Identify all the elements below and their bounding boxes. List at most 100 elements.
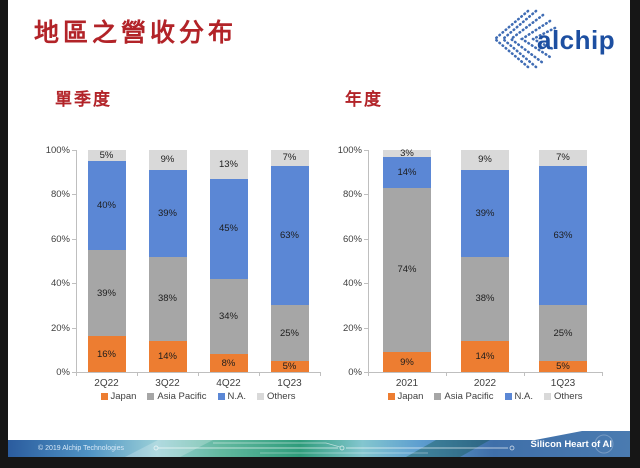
bar-segment: 63%	[270, 165, 309, 306]
y-tick-mark	[72, 194, 76, 196]
right-chart-title: 年度	[345, 90, 383, 109]
bar-segment: 38%	[461, 256, 509, 341]
legend-item: Asia Pacific	[434, 391, 494, 402]
bar-segment-label: 39%	[96, 287, 116, 299]
bar-segment-label: 5%	[282, 360, 297, 372]
bar-segment: 14%	[461, 340, 509, 372]
bar-segment-label: 5%	[99, 150, 114, 162]
y-tick-mark	[364, 150, 368, 151]
bar-segment: 14%	[383, 156, 431, 188]
legend-item: Others	[256, 391, 296, 402]
legend-label: N.A.	[227, 391, 246, 402]
y-axis-tick-label: 80%	[342, 189, 362, 201]
x-tick-mark	[320, 372, 321, 376]
legend-label: Others	[553, 391, 583, 402]
bar-segment-label: 9%	[160, 154, 175, 166]
alchip-logo-chevron-icon	[492, 9, 557, 69]
x-tick-mark	[446, 372, 447, 376]
bar-segment: 9%	[383, 352, 431, 372]
legend-swatch	[256, 393, 264, 400]
y-tick-mark	[364, 372, 368, 373]
y-axis-line	[368, 150, 369, 372]
bar-segment: 5%	[87, 150, 126, 162]
x-axis-line	[368, 372, 603, 373]
y-axis-tick-label: 0%	[348, 367, 362, 378]
y-axis-tick-label: 20%	[342, 322, 362, 334]
bar-segment: 39%	[461, 169, 509, 257]
x-tick-mark	[76, 372, 77, 376]
y-axis-tick-label: 100%	[337, 145, 362, 156]
bar-segment-label: 34%	[218, 310, 238, 322]
legend-label: Japan	[397, 391, 424, 402]
bar-segment: 3%	[383, 148, 431, 159]
bar-segment-label: 74%	[397, 264, 417, 276]
x-axis-category-label: 2021	[395, 378, 419, 389]
alchip-logo: alchip	[492, 9, 615, 69]
bar-segment-label: 45%	[218, 223, 238, 235]
x-axis-category-label: 1Q23	[277, 378, 302, 389]
y-axis-tick-label: 80%	[50, 189, 70, 201]
x-tick-mark	[368, 372, 369, 376]
x-axis-category-label: 4Q22	[216, 378, 241, 389]
legend-item: N.A.	[217, 391, 246, 402]
legend-swatch	[504, 393, 512, 400]
bar-segment-label: 39%	[475, 207, 495, 219]
bar-segment: 39%	[87, 249, 126, 337]
bar-segment-label: 38%	[475, 293, 495, 305]
x-axis-category-label: 2022	[473, 378, 497, 389]
legend-swatch	[543, 393, 551, 400]
bar-segment: 14%	[148, 340, 187, 372]
y-tick-mark	[364, 238, 368, 240]
legend-label: Asia Pacific	[157, 391, 207, 402]
footer-copyright: © 2019 Alchip Technologies	[38, 444, 124, 452]
footer-chevron-dark	[406, 440, 490, 457]
bar-segment: 34%	[209, 278, 248, 355]
y-axis-tick-label: 100%	[45, 145, 70, 156]
page-title: 地區之營收分布	[34, 19, 238, 47]
alchip-logo-text: alchip	[537, 25, 615, 55]
footer-band-shape	[8, 431, 630, 457]
y-axis-tick-label: 60%	[342, 233, 362, 245]
x-tick-mark	[198, 372, 199, 376]
y-axis-tick-label: 40%	[342, 278, 362, 290]
bar-segment: 9%	[148, 150, 187, 170]
bar-segment: 45%	[209, 178, 248, 279]
x-tick-mark	[602, 372, 603, 376]
bar-segment: 7%	[539, 150, 587, 166]
x-tick-mark	[524, 372, 525, 376]
bar-segment-label: 25%	[553, 327, 573, 339]
y-tick-mark	[72, 150, 76, 151]
legend-swatch	[147, 393, 155, 400]
x-axis-category-label: 2Q22	[94, 378, 119, 389]
bar-segment-label: 14%	[397, 166, 417, 178]
bar-segment-label: 25%	[279, 327, 299, 339]
y-axis-tick-label: 60%	[50, 233, 70, 245]
bar-segment: 38%	[148, 256, 187, 341]
y-tick-mark	[364, 283, 368, 285]
legend-item: Asia Pacific	[147, 391, 207, 402]
bar-segment-label: 40%	[96, 199, 116, 211]
legend-label: Asia Pacific	[444, 391, 494, 402]
y-axis-tick-label: 40%	[50, 278, 70, 290]
bar-segment: 9%	[461, 150, 509, 170]
legend-swatch	[387, 393, 395, 400]
y-tick-mark	[364, 194, 368, 196]
x-tick-mark	[259, 372, 260, 376]
x-tick-mark	[137, 372, 138, 376]
x-axis-category-label: 3Q22	[155, 378, 180, 389]
chart-legend: Japan Asia Pacific N.A. Others	[348, 391, 622, 402]
footer-chevron-light	[125, 440, 213, 457]
bar-segment-label: 13%	[218, 158, 238, 170]
bar-segment-label: 7%	[556, 152, 570, 164]
footer-tagline: Silicon Heart of AI	[531, 439, 612, 450]
legend-item: N.A.	[504, 391, 533, 402]
y-tick-mark	[72, 283, 76, 285]
legend-swatch	[217, 393, 225, 400]
legend-item: Japan	[100, 391, 137, 402]
bar-segment: 16%	[87, 336, 126, 372]
bar-segment-label: 8%	[221, 357, 236, 369]
legend-label: Japan	[110, 391, 137, 402]
bar-segment: 63%	[539, 165, 587, 306]
bar-segment-label: 5%	[556, 360, 570, 372]
slide: 地區之營收分布 alchip 單季度 年度 0% 20% 40% 60% 80% 100%…	[8, 0, 630, 457]
